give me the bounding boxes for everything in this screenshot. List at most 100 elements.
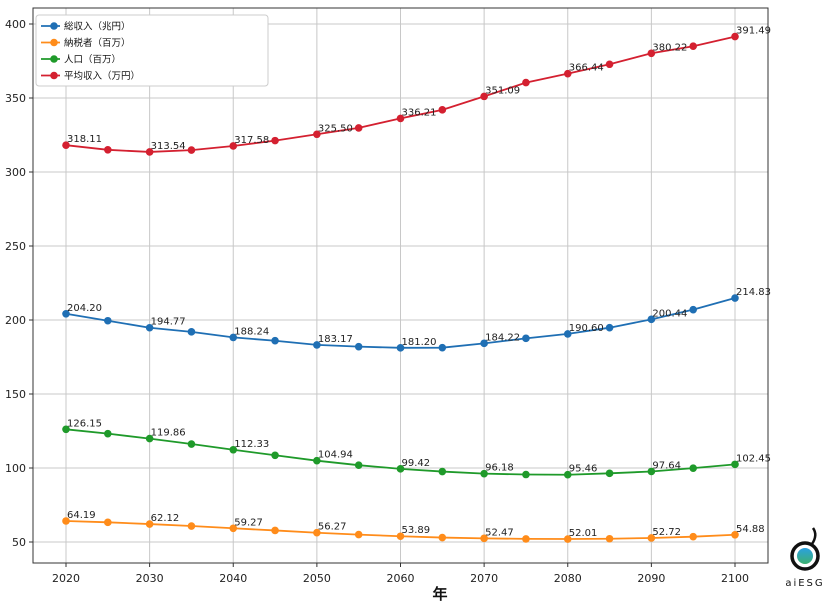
legend-marker [50, 71, 58, 80]
data-point [104, 316, 112, 325]
data-point [438, 343, 447, 352]
data-point [104, 518, 112, 527]
series-1: 64.19 62.12 59.27 56.27 53.89 52.47 52.01 52.72… [62, 510, 765, 543]
data-point [354, 124, 363, 132]
data-label: 62.12 [151, 513, 180, 524]
data-point [480, 534, 488, 543]
data-point [522, 78, 530, 87]
data-point [313, 341, 321, 349]
data-label: 317.58 [234, 135, 269, 146]
data-point [647, 534, 656, 542]
data-point [145, 148, 154, 156]
data-point [438, 106, 447, 114]
data-label: 380.22 [652, 42, 687, 53]
y-tick-label: 400 [5, 18, 26, 31]
data-point [145, 434, 154, 443]
data-point [145, 323, 154, 332]
data-point [689, 305, 697, 314]
data-point [480, 339, 488, 348]
data-point [354, 342, 363, 351]
data-point [354, 530, 363, 539]
data-point [480, 92, 488, 101]
data-point [438, 533, 447, 542]
x-axis-label: 年 [432, 585, 447, 602]
data-label: 204.20 [67, 303, 102, 314]
data-label: 351.09 [485, 85, 520, 96]
data-label: 313.54 [151, 141, 186, 152]
data-label: 181.20 [402, 337, 437, 348]
legend: 総収入（兆円） 納税者（百万） 人口（百万） 平均収入（万円） [35, 14, 269, 87]
data-point [438, 467, 447, 476]
data-point [187, 146, 196, 154]
data-label: 56.27 [318, 522, 347, 533]
data-point [689, 532, 697, 541]
data-point [187, 522, 196, 530]
data-point [396, 465, 405, 473]
x-tick-label: 2070 [470, 572, 498, 585]
data-point [229, 524, 238, 533]
data-point [104, 429, 112, 438]
series-3: 318.11 313.54 317.58 325.50 336.21 351.09 366.… [62, 26, 771, 156]
data-point [647, 49, 656, 58]
data-label: 325.50 [318, 123, 353, 134]
data-label: 95.46 [569, 464, 598, 475]
data-label: 54.88 [736, 524, 765, 535]
y-tick-label: 100 [5, 462, 26, 475]
data-label: 184.22 [485, 332, 520, 343]
data-point [480, 469, 488, 478]
data-label: 366.44 [569, 63, 604, 74]
data-label: 336.21 [402, 107, 437, 118]
data-point [522, 470, 530, 479]
data-point [731, 530, 739, 539]
y-tick-label: 200 [5, 314, 26, 327]
data-label: 96.18 [485, 463, 514, 474]
data-point [689, 42, 697, 50]
data-point [62, 517, 70, 525]
y-tick-label: 150 [5, 388, 26, 401]
data-point [647, 467, 656, 476]
x-tick-label: 2090 [637, 572, 665, 585]
x-tick-label: 2080 [554, 572, 582, 585]
legend-marker [50, 38, 58, 47]
logo-text: aiESG [785, 578, 824, 589]
data-point [62, 141, 70, 149]
legend-label: 人口（百万） [64, 54, 121, 66]
data-point [563, 69, 572, 78]
data-label: 194.77 [151, 317, 186, 328]
data-label: 52.72 [652, 527, 681, 538]
data-point [689, 464, 697, 472]
legend-marker [50, 22, 58, 30]
data-label: 104.94 [318, 450, 353, 461]
data-point [563, 535, 572, 543]
data-point [271, 526, 279, 535]
data-label: 200.44 [652, 308, 687, 319]
legend-label: 総収入（兆円） [64, 21, 131, 33]
data-point [229, 333, 238, 342]
data-point [187, 328, 196, 336]
data-point [396, 532, 405, 541]
series-0: 204.20 194.77 188.24 183.17 181.20 184.22 190.… [62, 287, 771, 352]
data-point [62, 309, 70, 318]
data-point [563, 330, 572, 338]
data-label: 97.64 [652, 460, 681, 471]
data-point [354, 461, 363, 469]
data-point [313, 130, 321, 139]
data-label: 52.47 [485, 527, 514, 538]
data-point [605, 469, 614, 478]
data-point [104, 146, 112, 154]
x-tick-label: 2020 [52, 572, 80, 585]
data-point [62, 425, 70, 434]
data-label: 99.42 [402, 458, 431, 469]
y-tick-label: 50 [12, 536, 26, 549]
y-tick-label: 300 [5, 166, 26, 179]
data-point [522, 334, 530, 343]
data-point [605, 534, 614, 543]
x-tick-label: 2030 [136, 572, 164, 585]
data-point [229, 142, 238, 150]
data-point [647, 315, 656, 324]
series-group: 204.20 194.77 188.24 183.17 181.20 184.22 190.… [62, 26, 771, 543]
data-point [731, 32, 739, 41]
legend-label: 平均収入（万円） [64, 70, 140, 82]
data-label: 126.15 [67, 418, 102, 429]
x-tick-label: 2040 [219, 572, 247, 585]
